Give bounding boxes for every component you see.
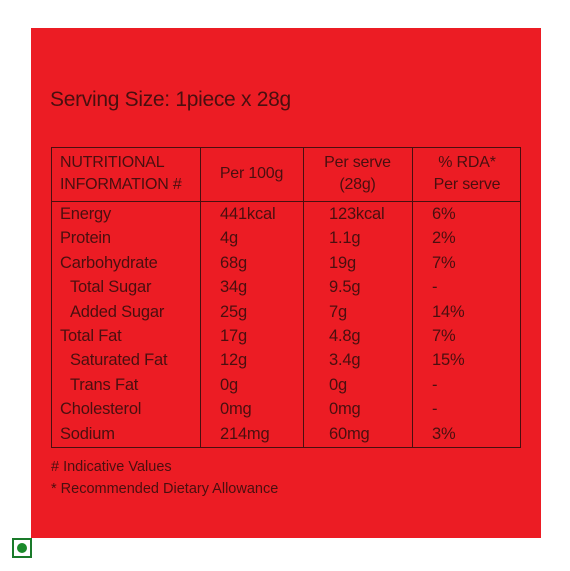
header-line: INFORMATION # bbox=[60, 176, 182, 193]
nutrient-value: 214mg bbox=[220, 424, 270, 443]
nutrient-value: 0g bbox=[220, 375, 238, 394]
nutrient-value: 7g bbox=[329, 302, 347, 321]
header-line: Per serve bbox=[324, 154, 391, 171]
nutrient-value: 6% bbox=[432, 205, 456, 223]
nutrient-value: 15% bbox=[432, 351, 465, 370]
nutrient-name: Carbohydrate bbox=[60, 253, 158, 272]
header-line: Per 100g bbox=[219, 165, 284, 182]
nutrient-value: 68g bbox=[220, 253, 247, 272]
nutrient-value: - bbox=[432, 375, 438, 394]
column-divider bbox=[412, 148, 413, 447]
nutrient-value: 12g bbox=[220, 351, 247, 370]
veg-mark bbox=[12, 538, 32, 558]
nutrient-value: 123kcal bbox=[329, 205, 385, 223]
header-line: Per serve bbox=[433, 176, 501, 193]
column-header: % RDA* Per serve bbox=[412, 152, 522, 196]
nutrient-name: Total Sugar bbox=[70, 278, 152, 297]
footnote: * Recommended Dietary Allowance bbox=[51, 481, 279, 497]
nutrient-name: Trans Fat bbox=[70, 375, 139, 394]
nutrient-value: 34g bbox=[220, 278, 247, 297]
nutrient-value: 3.4g bbox=[329, 351, 361, 370]
header-line: (28g) bbox=[339, 176, 376, 193]
nutrient-name: Saturated Fat bbox=[70, 351, 168, 370]
header-line: NUTRITIONAL bbox=[60, 154, 165, 171]
nutrient-value: 3% bbox=[432, 424, 456, 443]
header-line: % RDA* bbox=[438, 154, 496, 171]
column-header: Per 100g bbox=[200, 163, 303, 185]
nutrient-value: 0g bbox=[329, 375, 347, 394]
nutrient-value: 441kcal bbox=[220, 205, 276, 223]
label-panel: Serving Size: 1piece x 28g NUTRITIONAL IN… bbox=[31, 28, 541, 538]
nutrient-value: 7% bbox=[432, 253, 456, 272]
nutrient-value: 0mg bbox=[220, 400, 252, 419]
column-divider bbox=[303, 148, 304, 447]
footnotes: # Indicative Values * Recommended Dietary… bbox=[51, 456, 278, 500]
serving-size: Serving Size: 1piece x 28g bbox=[50, 88, 291, 111]
nutrient-value: 4g bbox=[220, 229, 238, 248]
footnote: # Indicative Values bbox=[51, 459, 172, 475]
nutrient-value: 14% bbox=[432, 302, 465, 321]
column-header: Per serve (28g) bbox=[303, 152, 412, 196]
column-header: NUTRITIONAL INFORMATION # bbox=[60, 152, 200, 196]
nutrient-value: 0mg bbox=[329, 400, 361, 419]
nutrient-value: 17g bbox=[220, 327, 247, 345]
nutrient-name: Protein bbox=[60, 229, 111, 248]
nutrient-name: Added Sugar bbox=[70, 302, 165, 321]
nutrient-value: 4.8g bbox=[329, 327, 361, 345]
nutrient-value: 9.5g bbox=[329, 278, 361, 297]
nutrient-value: - bbox=[432, 278, 438, 297]
nutrition-table: NUTRITIONAL INFORMATION # Per 100g Per serv… bbox=[51, 147, 521, 448]
nutrient-value: 1.1g bbox=[329, 229, 361, 248]
nutrient-value: 2% bbox=[432, 229, 456, 248]
nutrient-name: Sodium bbox=[60, 424, 115, 443]
nutrient-value: 7% bbox=[432, 327, 456, 345]
nutrient-value: 19g bbox=[329, 253, 356, 272]
nutrient-name: Total Fat bbox=[60, 327, 122, 345]
nutrient-value: - bbox=[432, 400, 438, 419]
column-divider bbox=[200, 148, 201, 447]
header-divider bbox=[52, 201, 520, 202]
nutrient-value: 60mg bbox=[329, 424, 370, 443]
nutrient-name: Energy bbox=[60, 205, 112, 223]
nutrient-value: 25g bbox=[220, 302, 247, 321]
nutrient-name: Cholesterol bbox=[60, 400, 142, 419]
